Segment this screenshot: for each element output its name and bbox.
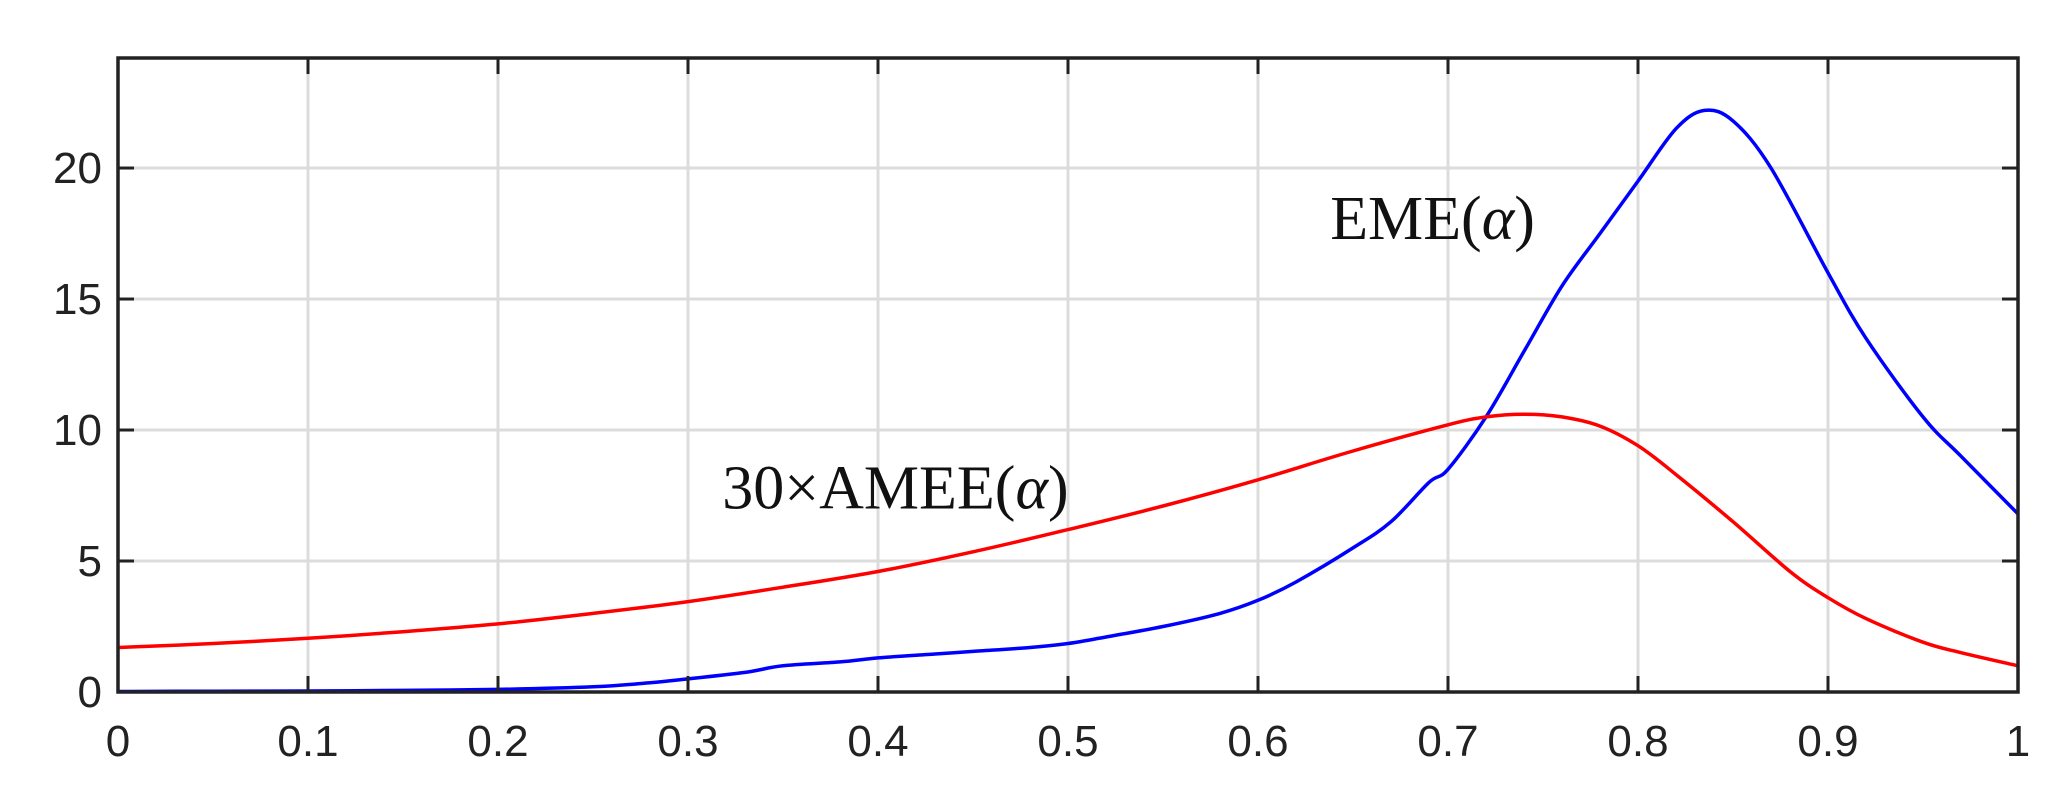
x-tick-label: 0.8	[1607, 717, 1668, 766]
series-line-eme	[117, 108, 2020, 694]
y-axis-tick-labels: 0 5 10 15 20	[53, 144, 102, 717]
x-tick-label: 0.4	[847, 717, 908, 766]
annotation-amee: 30×AMEE(α)	[722, 455, 1068, 523]
x-tick-label: 0.7	[1417, 717, 1478, 766]
x-tick-label: 0.1	[277, 717, 338, 766]
y-tick-label: 20	[53, 144, 102, 193]
annotations: EME(α) 30×AMEE(α)	[722, 185, 1535, 523]
axis-ticks	[116, 58, 2020, 694]
x-axis-tick-labels: 0 0.1 0.2 0.3 0.4 0.5 0.6 0.7 0.8 0.9 1	[106, 717, 2030, 766]
y-tick-label: 5	[78, 537, 102, 586]
series-line-amee	[117, 412, 2019, 668]
y-tick-label: 10	[53, 406, 102, 455]
x-tick-label: 0.5	[1037, 717, 1098, 766]
y-tick-label: 15	[53, 275, 102, 324]
x-tick-label: 0	[106, 717, 130, 766]
annotation-eme: EME(α)	[1330, 185, 1535, 253]
grid	[118, 58, 2018, 692]
x-tick-label: 1	[2006, 717, 2030, 766]
series-layer	[117, 108, 2020, 694]
x-tick-label: 0.6	[1227, 717, 1288, 766]
x-tick-label: 0.9	[1797, 717, 1858, 766]
y-tick-label: 0	[78, 668, 102, 717]
x-tick-label: 0.2	[467, 717, 528, 766]
x-tick-label: 0.3	[657, 717, 718, 766]
